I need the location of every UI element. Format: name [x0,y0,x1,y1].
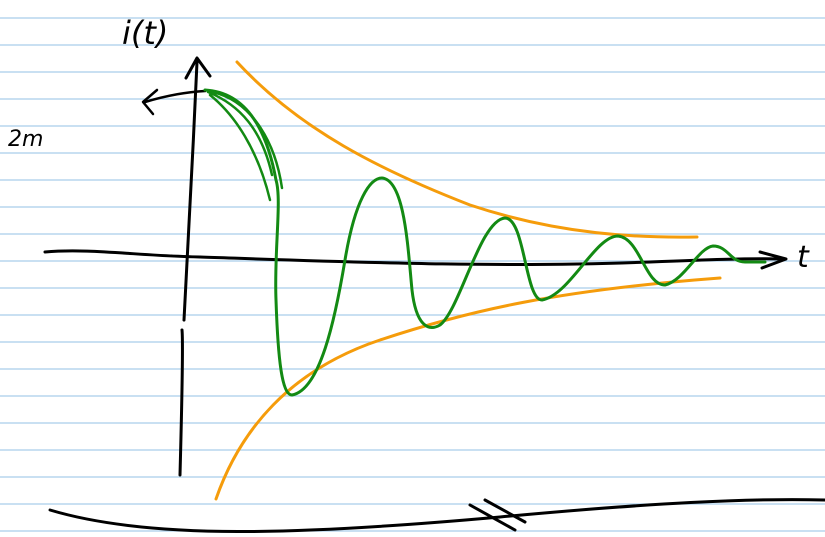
bottom-curve [48,498,825,533]
vertical-axis [178,60,199,477]
vertical-arrow [184,56,212,80]
envelopes [214,60,722,501]
horizontal-axis [43,249,787,267]
horizontal-axis-label: t [797,240,810,275]
vertical-axis-label: i(t) [122,14,168,52]
damped-response [203,88,767,397]
level-arrow [141,88,207,116]
axes [43,56,788,477]
break-marks [468,498,527,532]
lower-envelope [214,276,722,501]
upper-envelope [235,60,699,239]
ruled-lines [0,17,825,532]
horizontal-arrow [758,250,788,270]
response-strokes [206,90,284,202]
level-label: 2m [8,127,43,152]
break-line [48,498,825,533]
